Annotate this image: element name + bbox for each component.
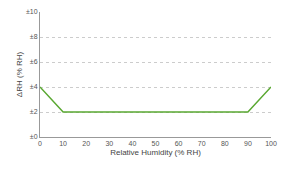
svg-text:50: 50 — [152, 140, 160, 147]
svg-text:60: 60 — [175, 140, 183, 147]
svg-text:Relative Humidity (% RH): Relative Humidity (% RH) — [110, 148, 201, 157]
svg-text:0: 0 — [38, 140, 42, 147]
svg-text:±0: ±0 — [30, 133, 38, 140]
svg-text:100: 100 — [265, 140, 277, 147]
svg-text:ΔRH (% RH): ΔRH (% RH) — [15, 51, 24, 97]
svg-text:10: 10 — [59, 140, 67, 147]
svg-text:±8: ±8 — [30, 33, 38, 40]
svg-text:80: 80 — [221, 140, 229, 147]
svg-text:90: 90 — [244, 140, 252, 147]
svg-text:±4: ±4 — [30, 83, 38, 90]
svg-text:30: 30 — [105, 140, 113, 147]
svg-text:70: 70 — [198, 140, 206, 147]
svg-text:20: 20 — [82, 140, 90, 147]
svg-text:±6: ±6 — [30, 58, 38, 65]
svg-text:±2: ±2 — [30, 108, 38, 115]
svg-text:40: 40 — [129, 140, 137, 147]
svg-text:±10: ±10 — [26, 8, 38, 15]
